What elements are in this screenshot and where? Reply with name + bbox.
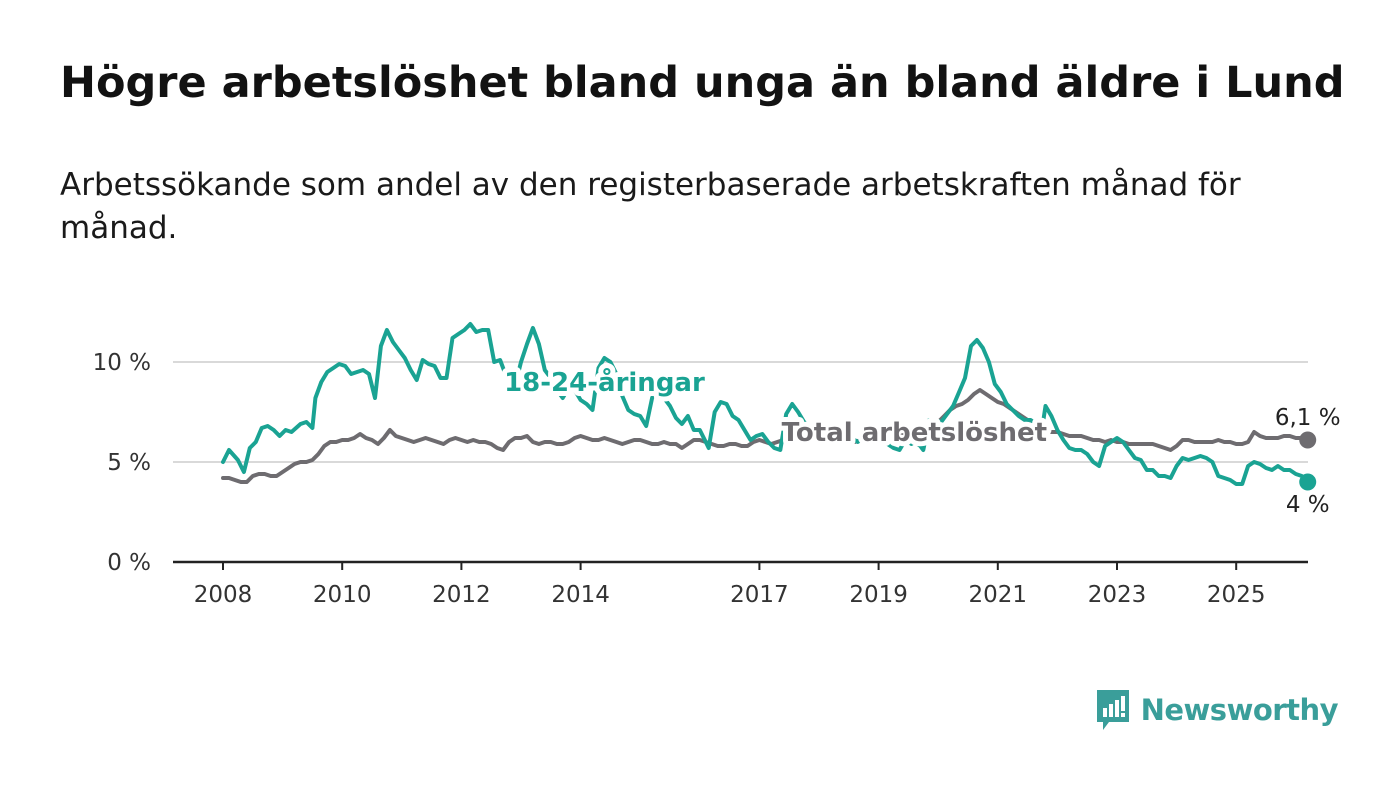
brand-name: Newsworthy [1140, 693, 1339, 727]
y-axis-tick-labels: 0 % 5 % 10 % [93, 350, 151, 576]
x-axis [173, 560, 1308, 570]
series-label-total: Total arbetslöshet [782, 418, 1047, 448]
x-tick-label: 2014 [551, 582, 610, 608]
end-markers: 4 % 6,1 % [1272, 402, 1344, 521]
x-tick-label: 2021 [969, 582, 1028, 608]
x-tick-label: 2010 [313, 582, 372, 608]
end-value-label-youth: 4 % [1286, 492, 1330, 518]
series-line-total [221, 388, 1310, 484]
series-lines [221, 322, 1310, 486]
x-tick-label: 2008 [194, 582, 253, 608]
x-tick-label: 2017 [730, 582, 789, 608]
brand-logo[interactable]: Newsworthy [1095, 688, 1339, 732]
series-labels: 18-24-åringar Total arbetslöshet [499, 361, 1052, 453]
y-tick-label: 10 % [93, 350, 151, 376]
x-axis-tick-labels: 2008 2010 2012 2014 2017 2019 2021 2023 2025 [194, 582, 1266, 608]
y-tick-label: 0 % [107, 550, 151, 576]
x-tick-label: 2023 [1088, 582, 1147, 608]
x-tick-label: 2019 [849, 582, 908, 608]
newsworthy-logo-icon [1096, 690, 1129, 730]
x-tick-label: 2025 [1207, 582, 1266, 608]
gridlines [173, 361, 1308, 463]
y-tick-label: 5 % [107, 450, 151, 476]
end-marker-youth [1299, 473, 1317, 491]
x-tick-label: 2012 [432, 582, 491, 608]
chart-subtitle: Arbetssökande som andel av den registerb… [60, 167, 1241, 246]
chart-title: Högre arbetslöshet bland unga än bland ä… [60, 58, 1345, 108]
end-value-label-total: 6,1 % [1275, 405, 1341, 431]
end-marker-total [1299, 431, 1317, 449]
series-label-youth: 18-24-åringar [504, 366, 705, 398]
series-line-youth [221, 322, 1310, 486]
